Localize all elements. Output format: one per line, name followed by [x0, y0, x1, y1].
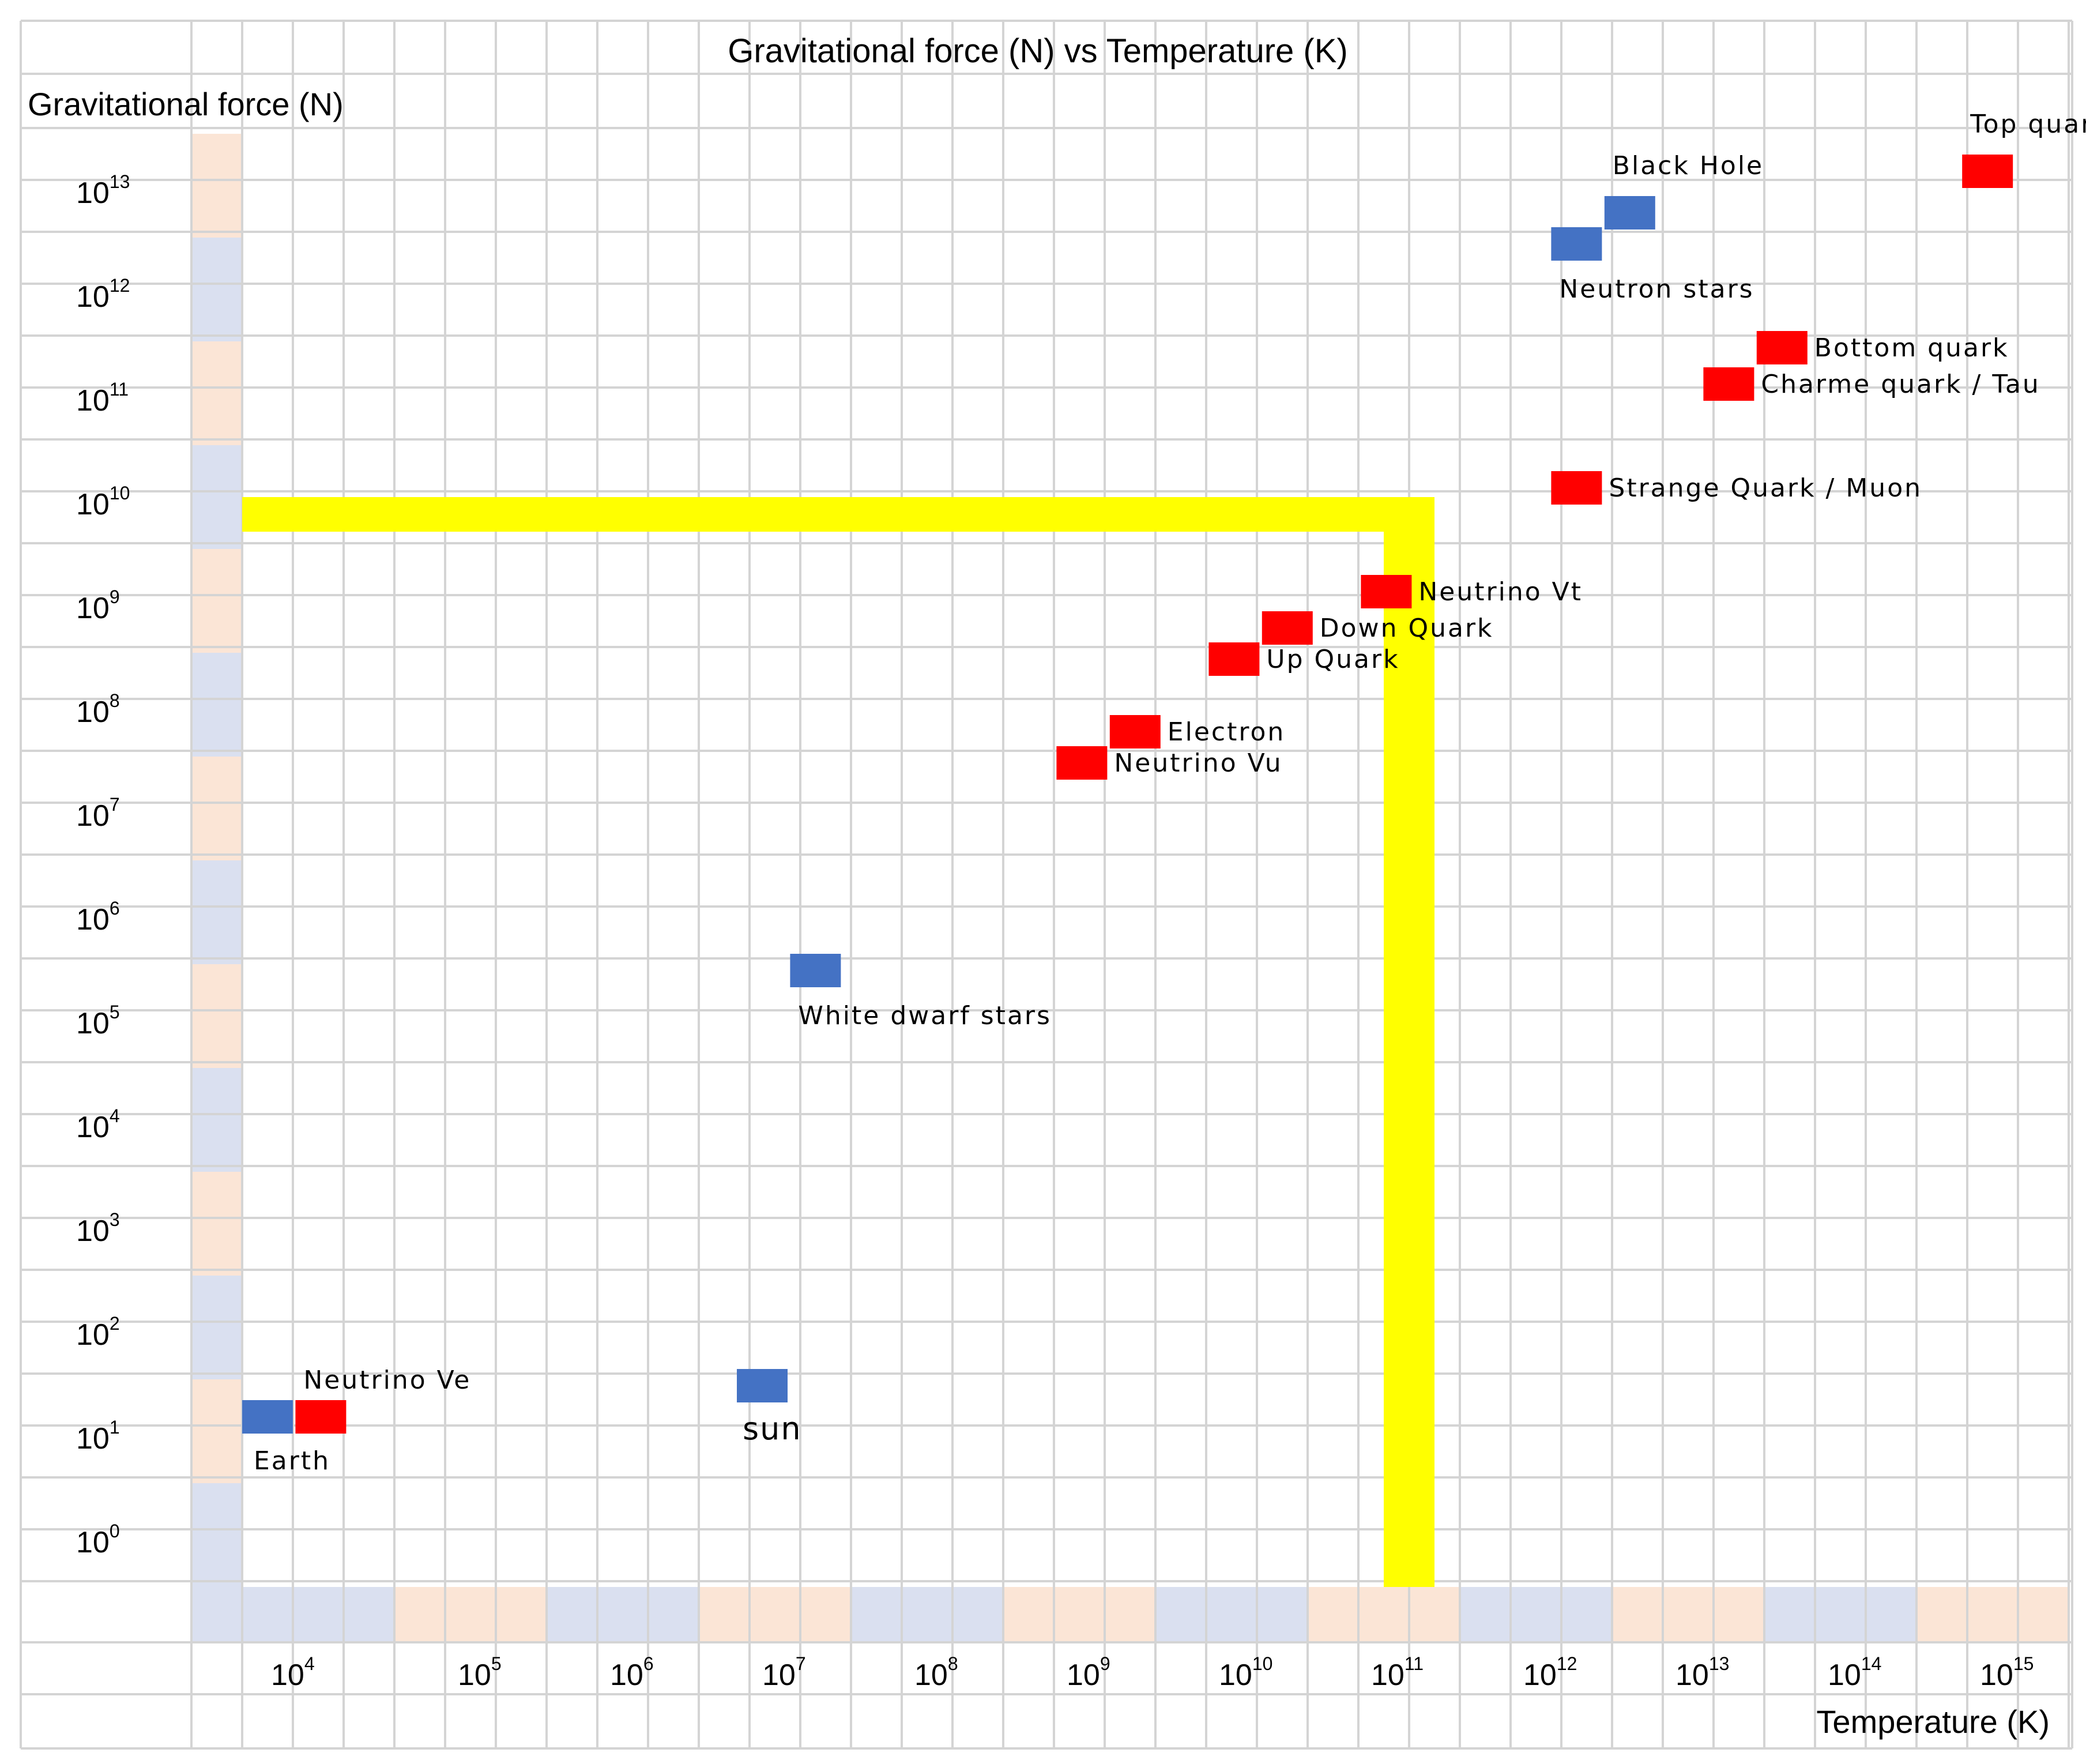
y-tick-label: 100: [76, 1521, 120, 1559]
x-band: [242, 1587, 394, 1642]
point-label: Earth: [254, 1446, 330, 1476]
point-label: Neutrino Ve: [303, 1366, 471, 1395]
point-label: Neutrino Vt: [1418, 577, 1583, 607]
point-label: Neutron stars: [1559, 274, 1754, 304]
point-top-quark: [1962, 155, 2013, 188]
x-tick-label: 107: [762, 1653, 806, 1692]
x-tick-label: 108: [914, 1653, 958, 1692]
y-tick-label: 109: [76, 586, 120, 625]
point-label: Black Hole: [1613, 151, 1764, 180]
y-tick-label: 108: [76, 690, 120, 729]
tick-color-bands: [191, 134, 2069, 1642]
y-tick-label: 1013: [76, 171, 130, 210]
point-black-hole: [1604, 196, 1655, 230]
x-tick-label: 1014: [1828, 1653, 1881, 1692]
point-neutrino-ve: [295, 1400, 347, 1434]
point-neutron-stars: [1551, 227, 1602, 261]
y-band: [191, 238, 242, 341]
x-tick-label: 109: [1067, 1653, 1110, 1692]
x-band: [1308, 1587, 1460, 1642]
point-label: Down Quark: [1320, 614, 1494, 643]
y-band: [191, 341, 242, 445]
point-label: White dwarf stars: [798, 1001, 1052, 1030]
x-tick-label: 1015: [1980, 1653, 2034, 1692]
y-band: [191, 445, 242, 549]
point-label: sun: [743, 1411, 802, 1447]
point-electron: [1109, 715, 1161, 749]
point-label: Strange Quark / Muon: [1609, 473, 1922, 503]
y-band: [191, 653, 242, 757]
y-band: [191, 860, 242, 964]
y-band: [191, 1172, 242, 1276]
y-tick-label: 103: [76, 1209, 120, 1248]
x-band: [1003, 1587, 1155, 1642]
threshold-line: [242, 497, 1434, 1587]
point-label: Electron: [1168, 717, 1285, 747]
x-band: [1764, 1587, 1916, 1642]
threshold-horizontal: [242, 497, 1434, 532]
x-tick-label: 1011: [1371, 1653, 1424, 1692]
point-neutrino-vu: [1056, 746, 1108, 780]
point-down-quark: [1262, 611, 1313, 645]
y-band: [191, 134, 242, 238]
point-labels: Earth sun White dwarf stars Neutron stars Bl…: [254, 110, 2086, 1476]
x-tick-labels: 104 105 106 107 108 109 1010 1011 1012 1013 1014 10…: [271, 1653, 2034, 1692]
y-band: [191, 1276, 242, 1379]
y-axis-title: Gravitational force (N): [28, 86, 344, 122]
chart-title: Gravitational force (N) vs Temperature (…: [728, 32, 1348, 70]
x-band: [1612, 1587, 1764, 1642]
y-tick-label: 102: [76, 1313, 120, 1352]
x-band: [547, 1587, 699, 1642]
point-up-quark: [1208, 642, 1260, 676]
threshold-vertical: [1384, 497, 1434, 1587]
point-label: Bottom quark: [1814, 333, 2009, 363]
x-tick-label: 104: [271, 1653, 315, 1692]
x-tick-label: 105: [458, 1653, 502, 1692]
x-tick-label: 1010: [1219, 1653, 1272, 1692]
y-tick-labels: 1013 1012 1011 1010 109 108 107 106 105 104 103 102…: [76, 171, 130, 1559]
point-earth: [242, 1400, 293, 1434]
point-neutrino-vt: [1361, 575, 1412, 608]
y-band: [191, 1379, 242, 1483]
x-tick-label: 1012: [1523, 1653, 1577, 1692]
x-tick-label: 106: [610, 1653, 654, 1692]
point-strange-quark-muon: [1551, 471, 1602, 505]
point-white-dwarf-stars: [790, 954, 841, 987]
y-tick-label: 105: [76, 1002, 120, 1040]
point-charme-quark-tau: [1703, 367, 1754, 401]
point-label: Neutrino Vu: [1114, 749, 1282, 778]
x-band: [851, 1587, 1003, 1642]
y-tick-label: 106: [76, 898, 120, 936]
x-band: [1460, 1587, 1612, 1642]
point-sun: [737, 1369, 788, 1402]
x-band: [1155, 1587, 1308, 1642]
gridlines: [20, 20, 2073, 1750]
x-axis-title: Temperature (K): [1816, 1703, 2050, 1740]
data-points: [242, 155, 2013, 1434]
point-label: Top quark: [1970, 110, 2086, 139]
y-band: [191, 1483, 242, 1587]
y-tick-label: 1012: [76, 275, 130, 314]
y-tick-label: 1010: [76, 483, 130, 521]
y-band: [191, 1068, 242, 1172]
y-tick-label: 101: [76, 1417, 120, 1455]
point-bottom-quark: [1756, 331, 1808, 364]
x-tick-label: 1013: [1675, 1653, 1729, 1692]
x-band: [394, 1587, 547, 1642]
x-band: [699, 1587, 851, 1642]
point-label: Charme quark / Tau: [1761, 370, 2040, 399]
y-tick-label: 1011: [76, 379, 129, 418]
x-band: [191, 1587, 242, 1642]
y-band: [191, 549, 242, 653]
y-band: [191, 757, 242, 860]
y-tick-label: 107: [76, 794, 120, 833]
y-tick-label: 104: [76, 1105, 120, 1144]
point-label: Up Quark: [1266, 645, 1399, 674]
x-band: [1916, 1587, 2069, 1642]
y-band: [191, 964, 242, 1068]
